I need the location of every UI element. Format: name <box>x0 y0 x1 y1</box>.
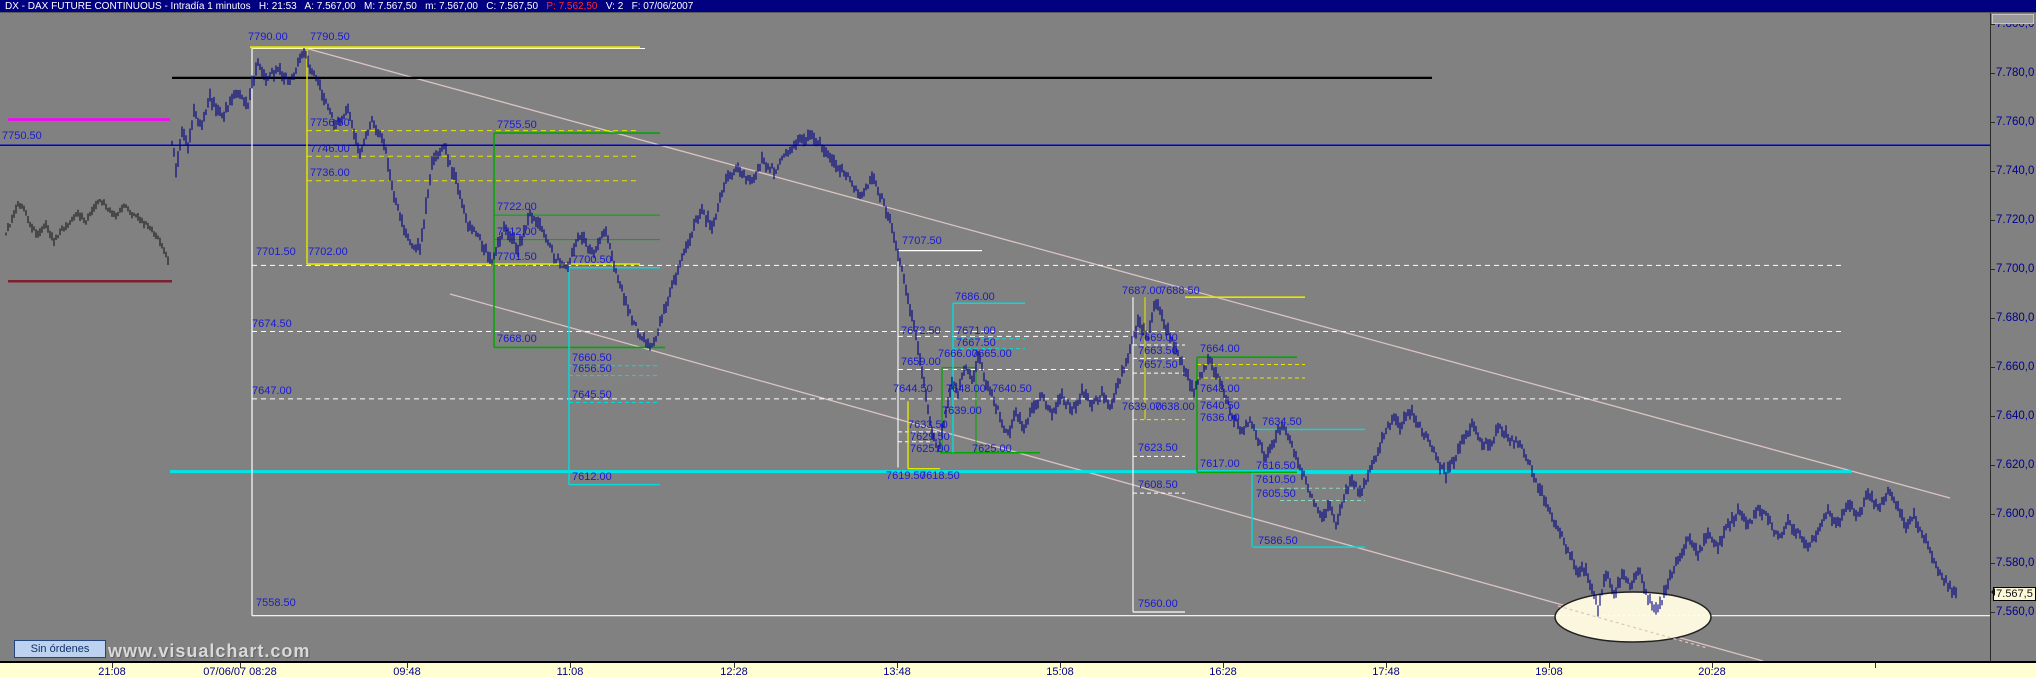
title-instrument-ohlc: DX - DAX FUTURE CONTINUOUS - Intradía 1 … <box>5 1 547 12</box>
time-axis-tick <box>1386 663 1387 668</box>
price-axis-label: 7.760,0 <box>1996 116 2035 128</box>
time-axis-tick <box>1875 663 1876 668</box>
price-axis-label: 7.580,0 <box>1996 557 2035 569</box>
window-title-bar[interactable]: DX - DAX FUTURE CONTINUOUS - Intradía 1 … <box>0 0 2036 13</box>
time-axis-tick <box>112 663 113 668</box>
price-axis-tick <box>1991 318 1995 319</box>
time-axis-label: 09:48 <box>393 666 421 677</box>
time-axis-label: 16:28 <box>1209 666 1237 677</box>
current-price-arrow-icon <box>1991 587 1995 596</box>
price-axis-tick <box>1991 563 1995 564</box>
time-axis-tick <box>1060 663 1061 668</box>
price-axis-label: 7.700,0 <box>1996 263 2035 275</box>
axis-scroll-grip[interactable] <box>1992 14 2034 24</box>
price-axis[interactable]: 7.567,5 7.800,0 7.780,0 7.760,0 7.740,0 7.72… <box>1990 13 2036 661</box>
price-axis-tick <box>1991 269 1995 270</box>
price-axis-tick <box>1991 416 1995 417</box>
title-last-price: P: 7.562,50 <box>546 1 598 12</box>
time-axis-tick <box>240 663 241 668</box>
price-axis-label: 7.720,0 <box>1996 214 2035 226</box>
price-axis-tick <box>1991 73 1995 74</box>
time-axis-tick <box>734 663 735 668</box>
price-axis-label: 7.620,0 <box>1996 459 2035 471</box>
price-axis-tick <box>1991 24 1995 25</box>
price-axis-tick <box>1991 171 1995 172</box>
time-axis-label: 15:08 <box>1046 666 1074 677</box>
time-axis-tick <box>570 663 571 668</box>
time-axis-label: 17:48 <box>1372 666 1400 677</box>
price-axis-tick <box>1991 122 1995 123</box>
time-axis-tick <box>1712 663 1713 668</box>
time-axis-label: 20:28 <box>1698 666 1726 677</box>
current-price-value: 7.567,5 <box>1996 587 2033 600</box>
orders-status-button[interactable]: Sin órdenes <box>14 640 106 658</box>
price-axis-label: 7.560,0 <box>1996 606 2035 618</box>
price-axis-tick <box>1991 514 1995 515</box>
title-volume-date: V: 2 F: 07/06/2007 <box>597 1 694 12</box>
price-axis-tick <box>1991 367 1995 368</box>
price-axis-label: 7.780,0 <box>1996 67 2035 79</box>
price-axis-label: 7.600,0 <box>1996 508 2035 520</box>
time-axis-label: 11:08 <box>556 666 584 677</box>
price-axis-label: 7.740,0 <box>1996 165 2035 177</box>
time-axis-label: 12:28 <box>720 666 748 677</box>
time-axis-tick <box>1223 663 1224 668</box>
price-axis-tick <box>1991 612 1995 613</box>
time-axis-tick <box>1549 663 1550 668</box>
time-axis-tick <box>407 663 408 668</box>
price-axis-label: 7.680,0 <box>1996 312 2035 324</box>
current-price-badge: 7.567,5 <box>1991 586 2036 601</box>
time-axis[interactable]: 21:08 07/06/07 08:28 09:48 11:08 12:28 13:48 1… <box>0 661 2036 677</box>
visualchart-watermark: www.visualchart.com <box>108 641 311 661</box>
time-axis-tick <box>897 663 898 668</box>
price-axis-label: 7.640,0 <box>1996 410 2035 422</box>
time-axis-label: 19:08 <box>1535 666 1563 677</box>
price-axis-label: 7.660,0 <box>1996 361 2035 373</box>
time-axis-label: 21:08 <box>98 666 126 677</box>
price-axis-tick <box>1991 465 1995 466</box>
price-axis-tick <box>1991 220 1995 221</box>
time-axis-label: 13:48 <box>883 666 911 677</box>
time-axis-label: 07/06/07 08:28 <box>203 666 277 677</box>
